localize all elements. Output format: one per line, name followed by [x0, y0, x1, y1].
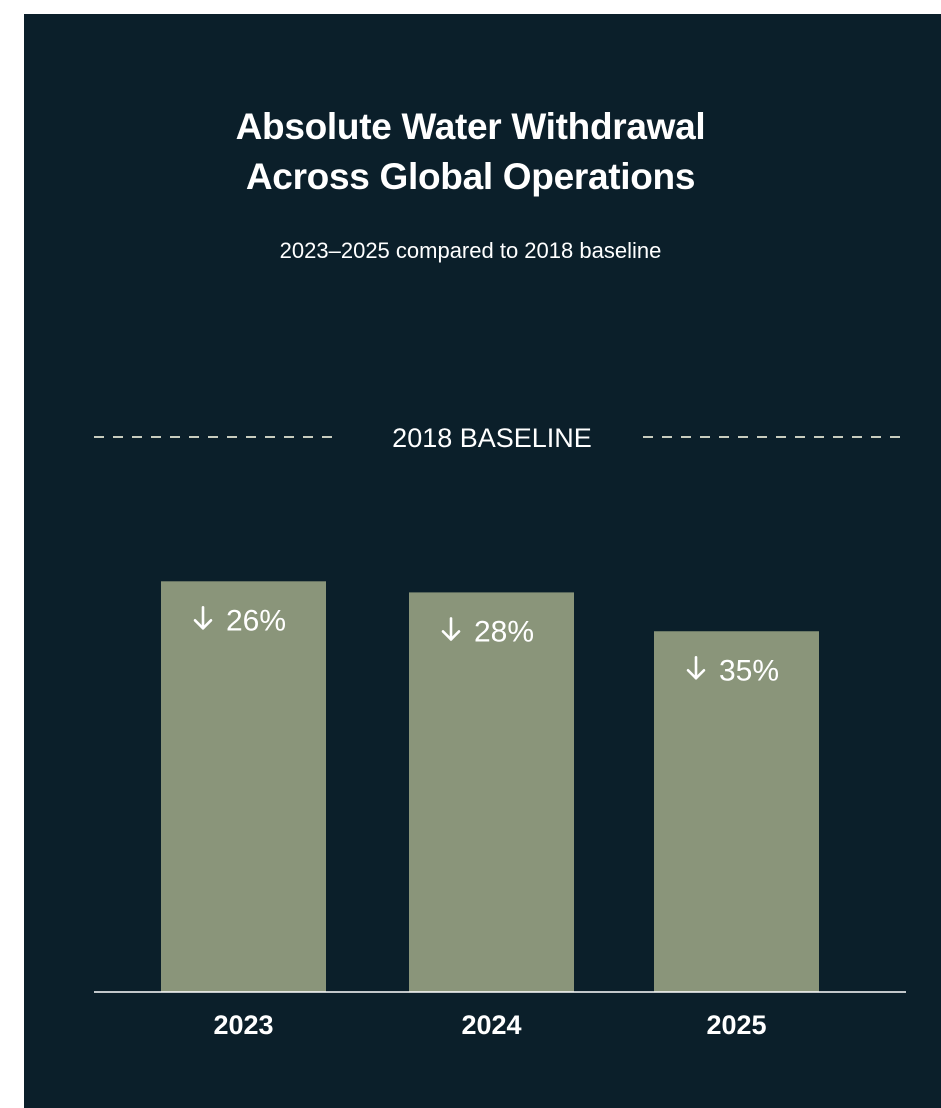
category-label-2024: 2024 — [461, 1010, 521, 1040]
baseline-label: 2018 BASELINE — [392, 423, 592, 453]
chart-title: Absolute Water Withdrawal Across Global … — [0, 102, 941, 202]
category-label-2023: 2023 — [213, 1010, 273, 1040]
arrow-down-icon — [441, 617, 461, 641]
chart-subtitle: 2023–2025 compared to 2018 baseline — [279, 238, 662, 263]
chart-title-line-1: Absolute Water Withdrawal — [235, 106, 706, 147]
bar-2023 — [161, 581, 326, 992]
data-label-2024: 28% — [474, 615, 534, 648]
data-label-2025: 35% — [719, 654, 779, 687]
bar-2025 — [654, 631, 819, 992]
chart-title-line-2: Across Global Operations — [245, 156, 696, 197]
data-label-2023: 26% — [226, 604, 286, 637]
category-label-2025: 2025 — [706, 1010, 766, 1040]
arrow-down-icon — [193, 606, 213, 630]
arrow-down-icon — [686, 655, 706, 680]
bar-2024 — [409, 592, 574, 992]
